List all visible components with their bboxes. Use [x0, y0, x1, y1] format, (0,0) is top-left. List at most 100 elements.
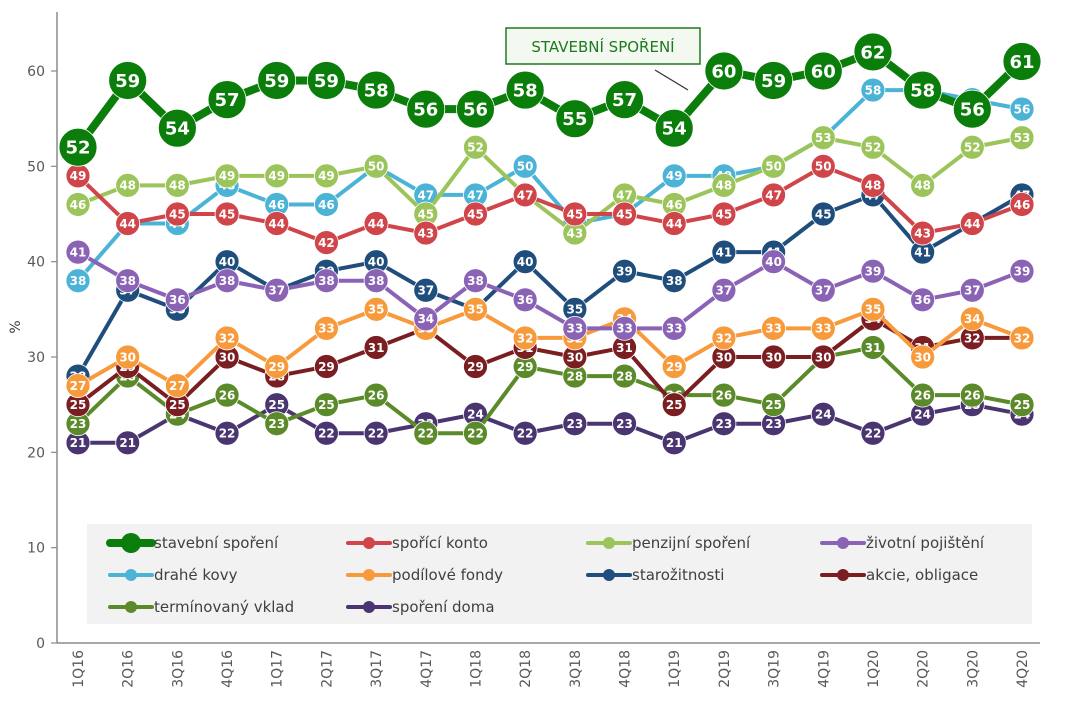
data-label: 46: [70, 198, 87, 212]
legend-background: [87, 524, 1032, 624]
series-1: 49 44 45 45 44 42 44 43 45 47 45 45 44 45 47 50 48 43 44 46: [65, 153, 1035, 256]
data-label: 37: [268, 284, 285, 298]
data-point: [654, 108, 694, 148]
data-label: 44: [666, 217, 683, 231]
data-label: 22: [368, 427, 385, 441]
data-point: [214, 382, 240, 408]
data-label: 46: [1014, 198, 1031, 212]
data-label: 52: [865, 141, 882, 155]
data-point: [164, 201, 190, 227]
data-label: 23: [566, 417, 583, 431]
data-point: [264, 411, 290, 437]
data-point: [860, 296, 886, 322]
data-point: [612, 363, 637, 389]
data-label: 33: [616, 322, 633, 336]
data-label: 45: [815, 207, 832, 221]
data-point: [810, 153, 836, 179]
data-label: 55: [562, 109, 587, 130]
data-point: [214, 268, 240, 294]
y-axis-label: %: [8, 320, 24, 333]
series-3: 41 38 36 38 37 38 38 34 38 36 33 33 33 37 40 37 39 36 37 39: [65, 239, 1035, 341]
legend-swatch-marker: [837, 537, 849, 549]
data-label: 56: [463, 100, 488, 121]
data-point: [115, 172, 141, 198]
legend-item: podílové fondy: [346, 566, 503, 584]
axes: 0 10 20 30 40 50 60% 1Q16 2Q16 3Q16 4Q16 1Q17 2Q17 3Q…: [8, 12, 1040, 688]
data-label: 40: [368, 255, 385, 269]
data-point: [264, 277, 290, 303]
data-label: 43: [566, 226, 583, 240]
data-label: 52: [964, 141, 981, 155]
data-point: [58, 127, 98, 167]
data-point: [413, 277, 439, 303]
x-tick-label: 2Q17: [319, 650, 335, 688]
data-label: 59: [314, 71, 339, 92]
data-point: [711, 325, 737, 351]
data-label: 35: [865, 303, 882, 317]
data-label: 56: [413, 100, 438, 121]
data-point: [512, 325, 538, 351]
data-label: 56: [1014, 102, 1031, 116]
data-point: [860, 77, 886, 103]
x-tick-label: 4Q20: [1015, 650, 1031, 688]
data-label: 46: [268, 198, 285, 212]
data-label: 29: [318, 360, 335, 374]
data-label: 27: [169, 379, 186, 393]
data-point: [463, 354, 488, 379]
data-point: [711, 411, 737, 437]
data-point: [959, 306, 985, 332]
data-label: 30: [914, 350, 931, 364]
data-label: 45: [566, 207, 583, 221]
data-point: [860, 258, 886, 284]
data-label: 23: [765, 417, 782, 431]
data-point: [810, 344, 836, 370]
legend-swatch-marker: [363, 601, 375, 613]
data-point: [903, 70, 943, 110]
data-point: [711, 382, 737, 408]
data-point: [810, 315, 836, 341]
legend-item: starožitnosti: [586, 566, 724, 584]
data-label: 60: [811, 61, 836, 82]
data-point: [959, 277, 985, 303]
data-point: [910, 172, 936, 198]
data-label: 25: [70, 398, 87, 412]
x-tick-label: 3Q19: [767, 650, 783, 688]
data-label: 36: [169, 293, 186, 307]
data-point: [505, 70, 545, 110]
data-label: 25: [318, 398, 335, 412]
legend-label: podílové fondy: [392, 566, 503, 584]
data-label: 32: [1014, 331, 1031, 345]
data-point: [314, 163, 339, 189]
data-label: 38: [666, 274, 683, 288]
y-tick-label: 10: [27, 541, 45, 557]
data-label: 40: [765, 255, 782, 269]
data-label: 24: [467, 408, 484, 422]
data-label: 43: [914, 226, 931, 240]
data-point: [761, 344, 786, 370]
data-label: 35: [467, 303, 484, 317]
legend-item: spoření doma: [346, 598, 495, 616]
data-point: [860, 335, 886, 360]
legend-label: drahé kovy: [154, 566, 238, 584]
data-label: 23: [616, 417, 633, 431]
data-label: 25: [666, 398, 683, 412]
data-point: [214, 420, 240, 446]
x-tick-label: 1Q20: [866, 650, 882, 688]
data-label: 26: [716, 388, 733, 402]
series-2: 46 48 48 49 49 49 50 45 52 47 43 47 46 48 50 53 52 48 52 53: [65, 125, 1035, 246]
data-label: 38: [318, 274, 335, 288]
data-label: 37: [716, 284, 733, 298]
data-point: [115, 268, 141, 294]
data-label: 47: [467, 188, 484, 202]
data-label: 47: [765, 188, 782, 202]
data-label: 61: [1009, 52, 1034, 73]
data-label: 30: [716, 350, 733, 364]
x-tick-label: 1Q17: [270, 650, 286, 688]
data-point: [1009, 125, 1035, 151]
data-label: 31: [865, 341, 882, 355]
data-label: 26: [964, 388, 981, 402]
data-point: [512, 287, 538, 313]
data-label: 25: [1014, 398, 1031, 412]
x-tick-label: 3Q18: [568, 650, 584, 688]
